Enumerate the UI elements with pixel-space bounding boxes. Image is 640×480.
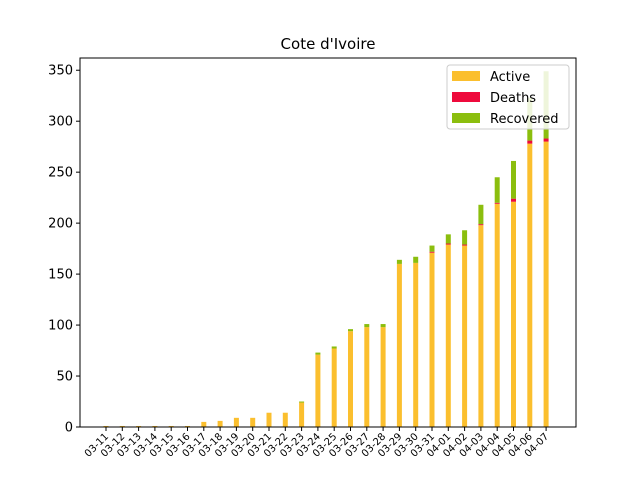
bar-active-03-20 xyxy=(250,417,256,427)
legend-label-recovered: Recovered xyxy=(490,112,559,127)
bar-deaths-04-03 xyxy=(478,224,484,226)
bar-active-04-03 xyxy=(478,225,484,427)
y-tick-label: 300 xyxy=(48,115,73,130)
chart-title: Cote d'Ivoire xyxy=(281,35,376,53)
bar-active-03-24 xyxy=(315,354,321,427)
bar-active-04-06 xyxy=(527,143,533,427)
bar-active-03-16 xyxy=(185,425,190,427)
y-tick-label: 350 xyxy=(48,64,73,79)
bar-active-04-01 xyxy=(445,244,451,427)
bar-active-03-29 xyxy=(396,263,402,427)
bar-recovered-04-04 xyxy=(494,177,500,203)
bar-active-03-28 xyxy=(380,327,386,427)
bar-recovered-03-26 xyxy=(348,329,353,332)
bar-deaths-04-01 xyxy=(445,243,451,245)
legend-label-deaths: Deaths xyxy=(490,91,536,106)
bar-recovered-04-01 xyxy=(445,234,451,244)
bar-deaths-04-04 xyxy=(494,202,500,204)
bar-active-04-05 xyxy=(511,201,516,427)
x-axis: 03-1103-1203-1303-1403-1503-1603-1703-18… xyxy=(83,427,551,460)
y-tick-label: 250 xyxy=(48,166,73,181)
bar-active-03-30 xyxy=(413,262,419,427)
bar-active-03-23 xyxy=(299,402,305,427)
bar-active-03-31 xyxy=(429,252,435,427)
bar-active-03-25 xyxy=(331,348,337,427)
bar-recovered-04-05 xyxy=(511,160,516,199)
bar-recovered-03-24 xyxy=(315,352,321,355)
y-tick-label: 200 xyxy=(48,217,73,232)
bar-active-03-22 xyxy=(282,412,288,427)
bar-deaths-04-05 xyxy=(511,198,516,202)
bar-recovered-03-28 xyxy=(380,324,386,328)
legend-swatch-recovered xyxy=(452,113,480,123)
y-tick-label: 150 xyxy=(48,268,73,283)
bar-deaths-04-06 xyxy=(527,140,533,144)
bars-group xyxy=(103,71,549,427)
bar-active-03-19 xyxy=(233,417,239,427)
y-tick-label: 50 xyxy=(56,370,73,385)
bar-recovered-03-25 xyxy=(331,346,337,349)
y-axis: 0 50 100 150 200 250 300 350 xyxy=(48,64,80,436)
bar-active-03-26 xyxy=(348,331,353,427)
bar-active-03-17 xyxy=(201,421,207,427)
legend-swatch-active xyxy=(452,71,480,81)
bar-recovered-04-03 xyxy=(478,204,484,225)
legend-label-active: Active xyxy=(490,70,530,85)
bar-deaths-04-07 xyxy=(543,138,549,142)
bar-active-03-21 xyxy=(266,412,272,427)
y-tick-label: 0 xyxy=(65,421,73,436)
bar-active-03-14 xyxy=(152,425,158,427)
bar-recovered-03-29 xyxy=(396,259,402,264)
bar-active-03-18 xyxy=(217,420,223,427)
bar-recovered-03-31 xyxy=(429,245,435,252)
y-tick-label: 100 xyxy=(48,319,73,334)
legend-swatch-deaths xyxy=(452,92,480,102)
bar-active-03-11 xyxy=(103,425,109,427)
bar-active-04-02 xyxy=(462,245,468,427)
bar-active-03-12 xyxy=(119,425,125,427)
bar-active-03-27 xyxy=(364,327,370,427)
plot-frame xyxy=(79,57,577,428)
bar-deaths-04-02 xyxy=(462,244,468,246)
bar-recovered-03-30 xyxy=(413,256,419,263)
legend: Active Deaths Recovered xyxy=(446,64,570,130)
bar-recovered-03-27 xyxy=(364,324,370,328)
bar-active-03-15 xyxy=(168,425,174,427)
bar-recovered-03-23 xyxy=(299,401,305,403)
bar-deaths-03-31 xyxy=(429,251,435,253)
bar-active-04-04 xyxy=(494,203,500,427)
bar-recovered-04-02 xyxy=(462,230,468,245)
bar-active-03-13 xyxy=(136,425,142,427)
bar-active-04-07 xyxy=(543,141,549,427)
